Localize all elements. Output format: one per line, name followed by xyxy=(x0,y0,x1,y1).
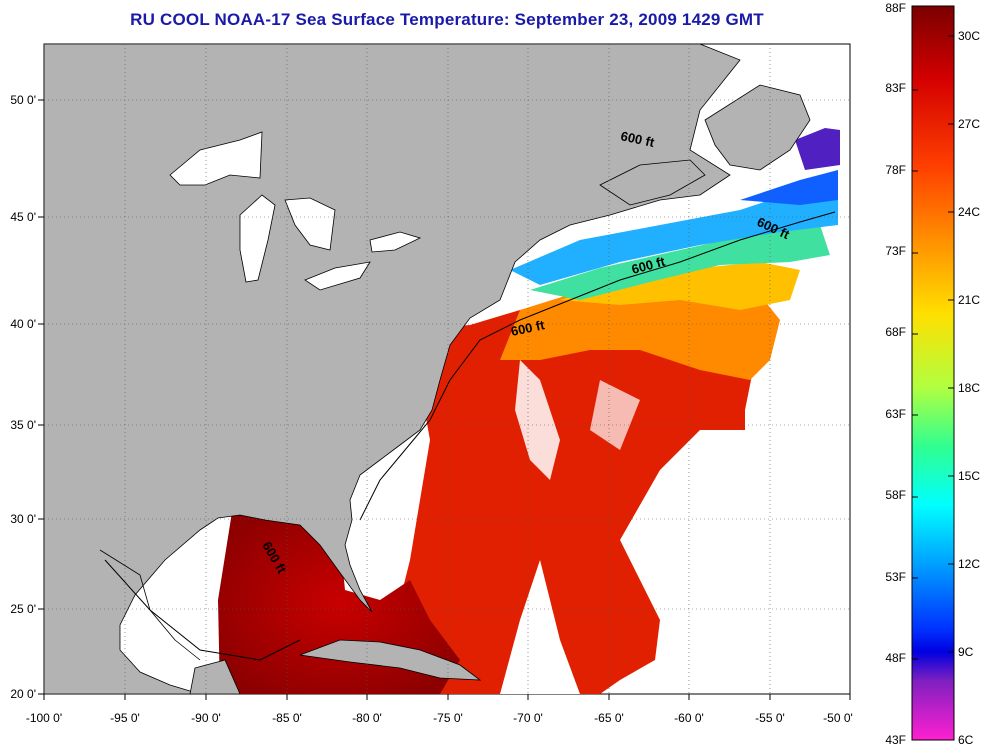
colorbar-c-labels: 30C 27C 24C 21C 18C 15C 12C 9C 6C xyxy=(958,29,980,747)
land-north-america xyxy=(44,44,741,694)
colorbar-c-label: 24C xyxy=(958,205,980,219)
land-cuba xyxy=(299,639,482,681)
lon-tick-label: -90 0' xyxy=(191,711,221,725)
lon-tick-label: -70 0' xyxy=(513,711,543,725)
sst-swath-blue xyxy=(740,170,838,205)
isobath-600ft-gulf xyxy=(104,559,301,661)
colorbar-f-label: 53F xyxy=(885,570,906,584)
cloud-gap-south xyxy=(500,560,580,694)
colorbar-f-label: 68F xyxy=(885,325,906,339)
lake-superior xyxy=(169,131,263,186)
colorbar-f-label: 48F xyxy=(885,651,906,665)
lon-tick-label: -80 0' xyxy=(352,711,382,725)
colorbar-f-label: 63F xyxy=(885,407,906,421)
lat-tick-label: 25 0' xyxy=(10,602,36,616)
colorbar-f-label: 43F xyxy=(885,733,906,747)
isobath-label-gulf-st-lawrence: 600 ft xyxy=(619,128,656,150)
colorbar-c-label: 27C xyxy=(958,117,980,131)
map-title: RU COOL NOAA-17 Sea Surface Temperature:… xyxy=(130,10,764,29)
colorbar-c-label: 15C xyxy=(958,469,980,483)
lat-tick-label: 40 0' xyxy=(10,317,36,331)
colorbar-c-label: 12C xyxy=(958,557,980,571)
land-nova-scotia xyxy=(599,159,706,206)
land-newfoundland xyxy=(704,84,811,171)
colorbar-f-label: 78F xyxy=(885,163,906,177)
sst-swath-yellow xyxy=(560,262,800,310)
lon-tick-label: -100 0' xyxy=(26,711,62,725)
lon-tick-label: -95 0' xyxy=(110,711,140,725)
lake-ontario xyxy=(369,231,422,253)
lat-tick-label: 20 0' xyxy=(10,687,36,701)
isobath-label-midatlantic: 600 ft xyxy=(510,317,547,339)
lat-tick-label: 45 0' xyxy=(10,210,36,224)
lat-tick-label: 50 0' xyxy=(10,93,36,107)
colorbar-f-label: 83F xyxy=(885,81,906,95)
cloud-streak-1 xyxy=(515,360,560,480)
colorbar-c-label: 6C xyxy=(958,733,974,747)
cloud-streak-2 xyxy=(590,380,640,450)
latitude-labels: 20 0' 25 0' 30 0' 35 0' 40 0' 45 0' 50 0… xyxy=(10,93,36,701)
colorbar-ticks xyxy=(912,35,954,660)
sst-swath-purple-ne xyxy=(795,128,840,170)
graticule xyxy=(44,44,850,694)
lake-huron xyxy=(284,197,336,251)
axis-ticks xyxy=(38,99,851,700)
colorbar-f-labels: 88F 83F 78F 73F 68F 63F 58F 53F 48F 43F xyxy=(885,1,906,747)
colorbar-f-label: 58F xyxy=(885,488,906,502)
lon-tick-label: -75 0' xyxy=(433,711,463,725)
colorbar-c-label: 30C xyxy=(958,29,980,43)
sst-swath-cyan xyxy=(510,180,838,285)
colorbar-f-label: 73F xyxy=(885,244,906,258)
lat-tick-label: 35 0' xyxy=(10,418,36,432)
lon-tick-label: -85 0' xyxy=(272,711,302,725)
colorbar-f-label: 88F xyxy=(885,1,906,15)
lon-tick-label: -55 0' xyxy=(755,711,785,725)
lon-tick-label: -50 0' xyxy=(823,711,853,725)
land-yucatan xyxy=(189,659,241,694)
colorbar-c-label: 9C xyxy=(958,645,974,659)
lon-tick-label: -60 0' xyxy=(674,711,704,725)
lat-tick-label: 30 0' xyxy=(10,512,36,526)
colorbar xyxy=(911,5,955,741)
longitude-labels: -100 0' -95 0' -90 0' -85 0' -80 0' -75 … xyxy=(26,711,853,725)
sst-swath-atlantic xyxy=(340,285,760,694)
lon-tick-label: -65 0' xyxy=(594,711,624,725)
colorbar-c-label: 21C xyxy=(958,293,980,307)
isobath-600ft-line xyxy=(359,211,836,521)
lake-erie xyxy=(304,261,371,291)
colorbar-c-label: 18C xyxy=(958,381,980,395)
